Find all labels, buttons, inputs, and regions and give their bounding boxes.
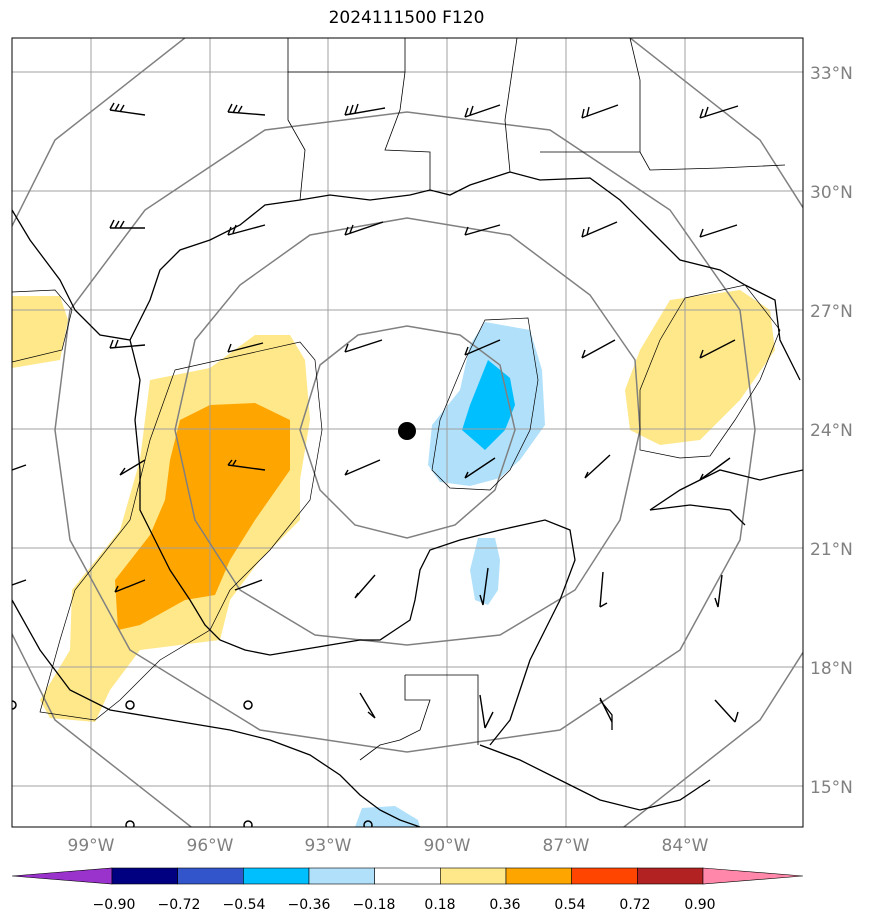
positive-anomaly-inner: [115, 403, 290, 630]
wind-barbs: [12, 102, 739, 729]
colorbar-segment: [243, 867, 310, 885]
colorbar-segment: [505, 867, 572, 885]
colorbar-tick-labels: −0.90 −0.72 −0.54 −0.36 −0.18 0.18 0.36 …: [93, 897, 716, 913]
colorbar-tick-label: 0.54: [554, 897, 585, 913]
lon-label: 87°W: [543, 836, 590, 856]
colorbar-segment: [637, 867, 704, 885]
map-area: [12, 38, 803, 827]
lat-label: 18°N: [810, 659, 853, 679]
colorbar-tick-label: −0.54: [223, 897, 266, 913]
lat-label: 27°N: [810, 302, 853, 322]
colorbar-tick-label: −0.72: [158, 897, 201, 913]
colorbar: [11, 867, 804, 885]
colorbar-segment: [571, 867, 638, 885]
positive-anomaly-outer: [12, 290, 775, 722]
negative-anomaly-inner: [462, 360, 515, 450]
colorbar-segment: [440, 867, 507, 885]
range-rings: [12, 38, 803, 827]
map-title: 2024111500 F120: [328, 8, 485, 28]
lat-label: 24°N: [810, 421, 853, 441]
colorbar-tick-label: 0.72: [619, 897, 650, 913]
latitude-labels: 33°N 30°N 27°N 24°N 21°N 18°N 15°N: [810, 64, 853, 798]
contour-outlines: [12, 284, 781, 721]
lon-label: 96°W: [187, 836, 234, 856]
colorbar-tick-label: 0.18: [424, 897, 455, 913]
colorbar-segment: [111, 867, 178, 885]
coastlines: [12, 171, 803, 827]
state-borders: [287, 38, 786, 761]
lat-label: 33°N: [810, 64, 853, 84]
map-frame: [11, 37, 804, 828]
longitude-labels: 99°W 96°W 93°W 90°W 87°W 84°W: [68, 836, 709, 856]
calm-wind-markers: [12, 700, 373, 827]
colorbar-tick-label: −0.18: [353, 897, 396, 913]
colorbar-segment: [177, 867, 244, 885]
lat-label: 21°N: [810, 540, 853, 560]
colorbar-segment: [308, 867, 375, 885]
colorbar-tick-label: 0.90: [684, 897, 715, 913]
lon-label: 99°W: [68, 836, 115, 856]
lon-label: 90°W: [424, 836, 471, 856]
colorbar-extend-high: [702, 867, 804, 885]
colorbar-tick-label: −0.36: [288, 897, 331, 913]
colorbar-tick-label: −0.90: [93, 897, 136, 913]
lat-label: 15°N: [810, 778, 853, 798]
storm-center-marker: [398, 422, 416, 440]
graticule: [12, 38, 803, 827]
colorbar-tick-label: 0.36: [489, 897, 520, 913]
lon-label: 84°W: [662, 836, 709, 856]
negative-anomaly-outer: [355, 322, 545, 827]
colorbar-segment: [374, 867, 441, 885]
colorbar-extend-low: [11, 867, 113, 885]
lon-label: 93°W: [305, 836, 352, 856]
lat-label: 30°N: [810, 183, 853, 203]
